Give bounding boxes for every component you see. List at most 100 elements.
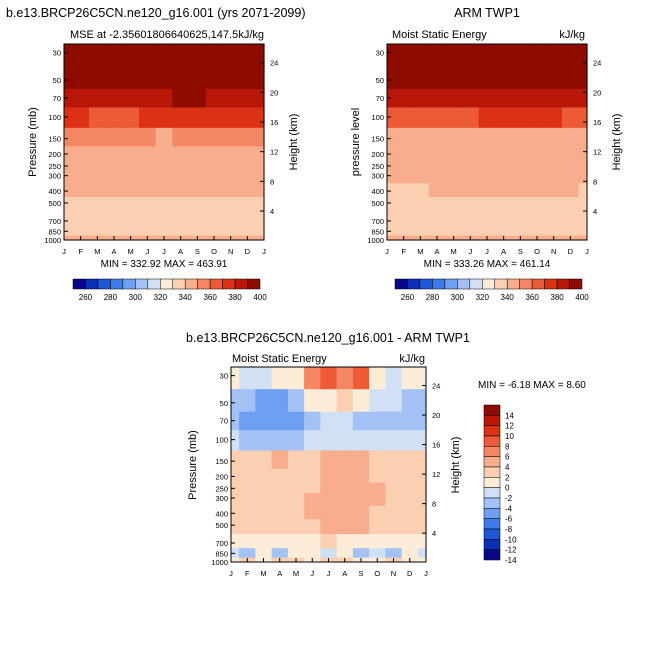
heatmap-cell <box>462 146 480 161</box>
heatmap-cell <box>578 211 588 227</box>
heatmap-cell <box>155 146 173 161</box>
y-tick-label: 500 <box>371 199 384 208</box>
colorbar-swatch <box>97 278 111 290</box>
heatmap-cell <box>231 519 240 535</box>
heatmap-cell <box>304 468 321 483</box>
heatmap-cell <box>172 146 190 161</box>
heatmap-cell <box>271 389 289 413</box>
heatmap-cell <box>255 107 265 129</box>
x-tick-label: F <box>401 247 406 256</box>
heatmap-cell <box>255 534 273 549</box>
heatmap-cell <box>578 146 588 161</box>
colorbar-swatch <box>483 508 501 519</box>
heatmap-cell <box>271 548 289 559</box>
x-tick-label: J <box>468 247 472 256</box>
heatmap-cell <box>417 493 427 507</box>
y-tick-label: 700 <box>215 539 228 548</box>
heatmap-cell <box>401 493 419 507</box>
heatmap-cell <box>512 159 530 172</box>
heatmap-cell <box>412 66 430 90</box>
heatmap-cell <box>462 159 480 172</box>
heatmap-cell <box>172 170 190 184</box>
heatmap-cell <box>172 159 190 172</box>
heatmap-cell <box>189 107 207 129</box>
heatmap-cell <box>478 107 496 129</box>
heatmap-cell <box>231 411 240 431</box>
heatmap-cell <box>395 183 413 198</box>
panel-model: b.e13.BRCP26C5CN.ne120_g16.001 (yrs 2071… <box>6 6 306 302</box>
heatmap-cell <box>89 44 107 67</box>
colorbar-tick-label: 300 <box>129 293 143 302</box>
heatmap-cell <box>222 211 240 227</box>
heatmap-cell <box>395 170 413 184</box>
x-tick-label: M <box>94 247 100 256</box>
heatmap-cell <box>239 450 256 470</box>
y-tick-label: 1000 <box>44 236 61 245</box>
heatmap-cell <box>445 183 463 198</box>
heatmap-cell <box>352 411 370 431</box>
heatmap-cell <box>122 211 140 227</box>
heatmap-cell <box>320 519 338 535</box>
heatmap-cell <box>578 226 588 237</box>
heatmap-cell <box>89 226 107 237</box>
heatmap-cell <box>271 505 289 520</box>
heatmap-cell <box>512 88 530 109</box>
y-tick-label: 850 <box>215 549 228 558</box>
colorbar-swatch <box>483 466 501 478</box>
colorbar-swatch <box>483 425 501 437</box>
heatmap-cell <box>395 88 413 109</box>
colorbar-tick-label: 260 <box>401 293 415 302</box>
heatmap-cell <box>72 170 90 184</box>
heatmap-cell <box>105 44 123 67</box>
heatmap-cell <box>304 450 321 470</box>
heatmap-cell <box>155 211 173 227</box>
heatmap-cell <box>385 389 403 413</box>
x-tick-label: A <box>434 247 439 256</box>
heatmap-cell <box>545 44 563 67</box>
heatmap-cell <box>255 468 273 483</box>
heatmap-cell <box>512 170 530 184</box>
heatmap-cell <box>369 468 386 483</box>
heatmap-cell <box>205 159 223 172</box>
heatmap-cell <box>578 66 588 90</box>
colorbar-tick-label: 2 <box>505 473 510 482</box>
x-tick-label: D <box>245 247 251 256</box>
panel-diff-title: b.e13.BRCP26C5CN.ne120_g16.001 - ARM TWP… <box>186 331 470 345</box>
heatmap-cell <box>369 482 386 494</box>
heatmap-cell <box>304 430 321 451</box>
heatmap-cell <box>395 127 413 147</box>
heatmap-cell <box>205 170 223 184</box>
heatmap-cell <box>385 482 403 494</box>
heatmap-cell <box>387 211 396 227</box>
colorbar-tick-label: 320 <box>154 293 168 302</box>
heatmap-cell <box>428 159 446 172</box>
y-tick-label: 500 <box>48 199 61 208</box>
heatmap-cell <box>495 211 513 227</box>
panel-obs-cells <box>387 44 588 241</box>
colorbar-swatch <box>457 278 471 290</box>
heatmap-cell <box>395 159 413 172</box>
heatmap-cell <box>155 44 173 67</box>
heatmap-cell <box>417 505 427 520</box>
colorbar-swatch <box>209 278 223 290</box>
heatmap-cell <box>336 505 354 520</box>
heatmap-cell <box>320 548 338 559</box>
heatmap-cell <box>239 430 256 451</box>
heatmap-cell <box>172 66 190 90</box>
colorbar-tick-label: 320 <box>476 293 490 302</box>
heatmap-cell <box>139 197 157 213</box>
y-tick-label: 70 <box>376 94 384 103</box>
heatmap-cell <box>528 159 546 172</box>
heatmap-cell <box>352 548 370 559</box>
heatmap-cell <box>385 411 403 431</box>
colorbar-tick-label: 360 <box>203 293 217 302</box>
colorbar-tick-label: 280 <box>426 293 440 302</box>
y-tick-label: 850 <box>48 227 61 236</box>
heatmap-cell <box>189 211 207 227</box>
heatmap-cell <box>428 211 446 227</box>
heatmap-cell <box>528 107 546 129</box>
heatmap-cell <box>401 519 419 535</box>
heatmap-cell <box>231 482 240 494</box>
colorbar-swatch <box>419 278 433 290</box>
